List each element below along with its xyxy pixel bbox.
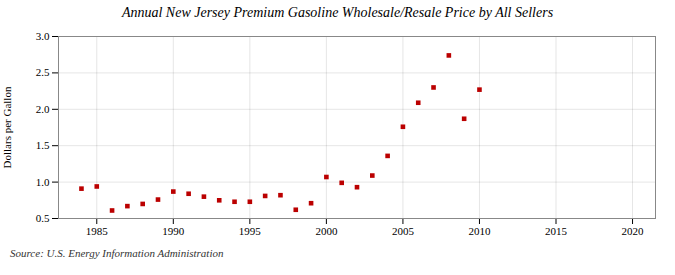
svg-text:2000: 2000 (315, 225, 338, 237)
svg-text:2.0: 2.0 (36, 103, 50, 115)
svg-text:2010: 2010 (468, 225, 491, 237)
svg-text:2005: 2005 (392, 225, 415, 237)
svg-text:2015: 2015 (545, 225, 568, 237)
svg-text:Dollars per Gallon: Dollars per Gallon (1, 86, 13, 168)
svg-text:2020: 2020 (622, 225, 645, 237)
svg-text:2.5: 2.5 (36, 66, 50, 78)
svg-text:1.0: 1.0 (36, 176, 50, 188)
svg-text:1.5: 1.5 (36, 139, 50, 151)
html-text:Source: U.S. Energy Informatio: Source: U.S. Energy Information Administ… (10, 247, 224, 259)
svg-text:1995: 1995 (239, 225, 262, 237)
svg-text:1985: 1985 (86, 225, 109, 237)
html-text:Annual New Jersey Premium Gaso: Annual New Jersey Premium Gasoline Whole… (121, 5, 554, 20)
svg-text:3.0: 3.0 (36, 30, 50, 42)
svg-text:0.5: 0.5 (36, 212, 50, 224)
svg-text:1990: 1990 (162, 225, 185, 237)
